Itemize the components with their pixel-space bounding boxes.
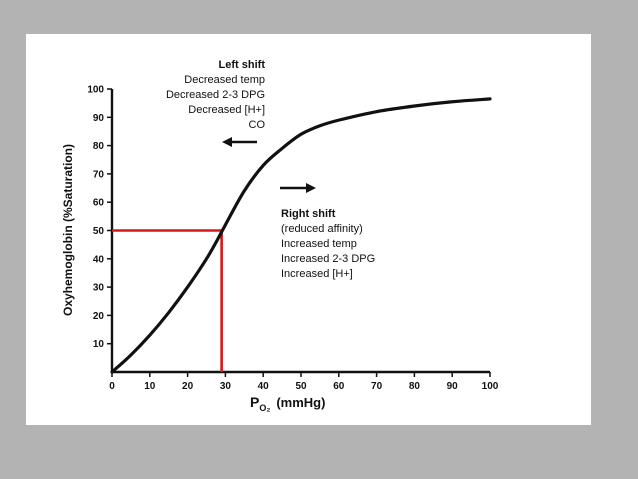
x-tick-label: 90 <box>447 381 459 392</box>
x-axis-label-units: (mmHg) <box>276 395 325 410</box>
x-tick-label: 10 <box>144 381 156 392</box>
p50-marker <box>112 229 223 372</box>
x-axis-label-main: P <box>250 394 259 410</box>
x-axis-label: PO₂ (mmHg) <box>250 394 325 413</box>
y-tick-label: 70 <box>93 169 105 180</box>
y-tick-label: 90 <box>93 113 105 124</box>
y-axis-label: Oxyhemoglobin (%Saturation) <box>61 144 75 316</box>
x-tick-label: 20 <box>182 381 194 392</box>
slide-panel: 0 10 20 30 40 50 60 70 80 90 100 10 20 30 40 50 60 70 80 90… <box>26 34 591 425</box>
y-tick-label: 100 <box>87 85 104 96</box>
left-shift-line-2: Decreased 2-3 DPG <box>166 89 265 101</box>
left-shift-line-1: Decreased temp <box>184 74 265 86</box>
ticks: 0 10 20 30 40 50 60 70 80 90 100 10 20 30 40 50 60 70 80 90… <box>87 85 498 393</box>
right-shift-line-1: (reduced affinity) <box>281 223 363 235</box>
right-shift-line-2: Increased temp <box>281 238 357 250</box>
right-shift-line-4: Increased [H+] <box>281 268 353 280</box>
y-tick-label: 10 <box>93 339 105 350</box>
x-tick-label: 100 <box>482 381 499 392</box>
dissociation-curve <box>110 97 492 374</box>
x-tick-label: 60 <box>333 381 345 392</box>
oxygen-dissociation-chart: 0 10 20 30 40 50 60 70 80 90 100 10 20 30 40 50 60 70 80 90… <box>61 59 499 413</box>
x-tick-label: 40 <box>258 381 270 392</box>
y-tick-label: 30 <box>93 283 105 294</box>
y-tick-label: 20 <box>93 311 105 322</box>
x-axis-label-sub: O₂ <box>259 403 270 413</box>
left-shift-title: Left shift <box>219 59 266 71</box>
left-shift-line-3: Decreased [H+] <box>188 104 265 116</box>
x-tick-label: 50 <box>295 381 307 392</box>
y-tick-label: 50 <box>93 226 105 237</box>
y-tick-label: 40 <box>93 254 105 265</box>
y-tick-label: 60 <box>93 198 105 209</box>
right-arrow-icon <box>280 183 316 193</box>
left-arrow-icon <box>222 137 257 147</box>
left-shift-line-4: CO <box>249 119 266 131</box>
right-shift-title: Right shift <box>281 208 336 220</box>
x-tick-label: 0 <box>109 381 115 392</box>
x-tick-label: 80 <box>409 381 421 392</box>
right-shift-line-3: Increased 2-3 DPG <box>281 253 375 265</box>
x-tick-label: 70 <box>371 381 383 392</box>
y-tick-label: 80 <box>93 141 105 152</box>
x-tick-label: 30 <box>220 381 232 392</box>
